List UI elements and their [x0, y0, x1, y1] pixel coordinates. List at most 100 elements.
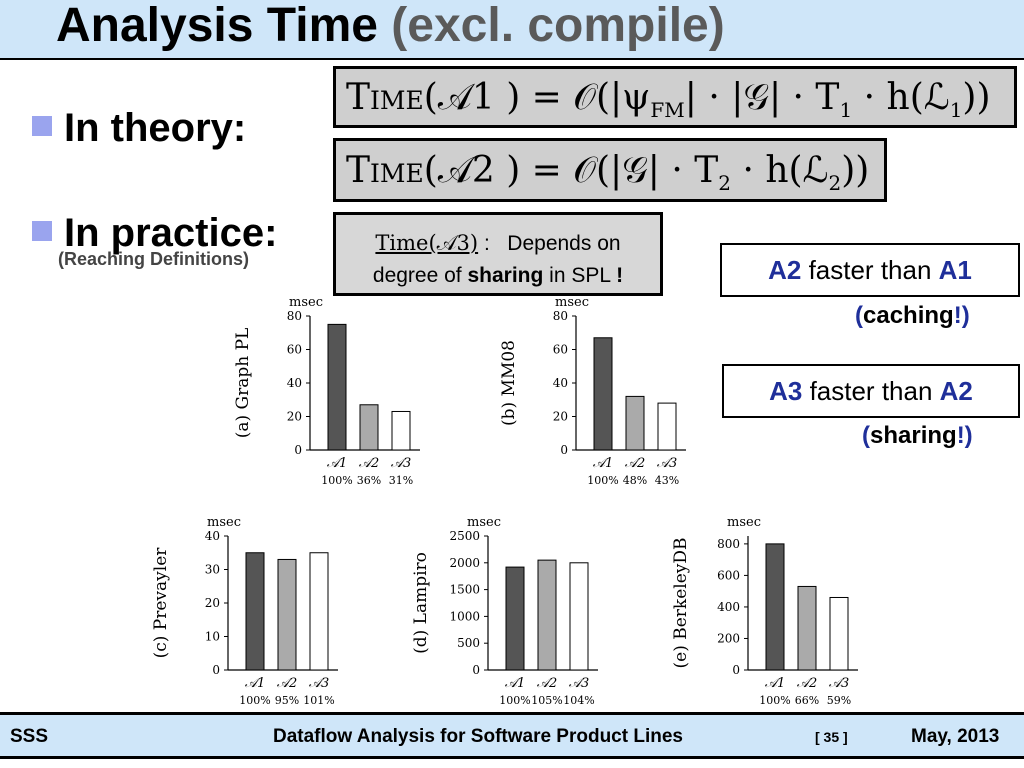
- fact1-word: caching: [863, 302, 954, 329]
- fact1-paren-open: (: [855, 302, 863, 329]
- y-tick-label: 60: [287, 343, 302, 357]
- percent-label: 101%: [303, 694, 334, 707]
- bar-2: [797, 585, 817, 671]
- depends-text2d: !: [616, 264, 624, 287]
- chart-graph-pl: msec 0 20 40 60 80 𝒜1 100% 𝒜2 36% 𝒜3 31% (a) Graph P…: [233, 295, 420, 487]
- depends-line2: degree of sharing in SPL !: [336, 260, 660, 292]
- fact2-note: (sharing!): [862, 422, 973, 450]
- percent-label: 43%: [655, 474, 679, 487]
- chart-mm08: msec 0 20 40 60 80 𝒜1 100% 𝒜2 48% 𝒜3 43% (b) MM08: [499, 295, 686, 487]
- formula-a1-sub: FM: [650, 98, 685, 123]
- depends-text2c: in SPL: [543, 264, 617, 287]
- fact2-paren-open: (: [862, 422, 870, 449]
- bar-3: [829, 596, 849, 671]
- x-tick-label: 𝒜3: [657, 456, 678, 471]
- y-tick-label: 800: [717, 537, 740, 551]
- x-tick-label: 𝒜3: [829, 676, 850, 691]
- practice-note: (Reaching Definitions): [58, 249, 250, 269]
- bar-2: [625, 395, 645, 451]
- y-unit-label: msec: [727, 515, 761, 530]
- y-tick-label: 0: [732, 663, 740, 677]
- bullet-theory: In theory:: [32, 106, 246, 151]
- title-main: Analysis Time: [56, 0, 378, 52]
- bar-3: [569, 562, 589, 671]
- y-tick-label: 600: [717, 568, 740, 582]
- x-tick-label: 𝒜1: [327, 456, 348, 471]
- title-sub: (excl. compile): [391, 0, 725, 52]
- y-tick-label: 40: [287, 376, 302, 390]
- bar-2: [277, 558, 297, 671]
- y-tick-label: 20: [553, 410, 568, 424]
- formula-a1: Time(𝒜1 ) = 𝒪(|ψFM| · |𝒢| · T1 · h(ℒ1)): [333, 66, 1017, 128]
- y-tick-label: 40: [553, 376, 568, 390]
- chart-prevayler: msec 0 10 20 30 40 𝒜1 100% 𝒜2 95% 𝒜3 101% (c) Prevay…: [151, 515, 338, 707]
- percent-label: 100%: [321, 474, 352, 487]
- y-tick-label: 20: [287, 410, 302, 424]
- formula-a2-end: )): [841, 150, 870, 191]
- formula-a1-sub3: 1: [949, 98, 963, 123]
- formula-a1-rest: | · |𝒢| · T: [684, 77, 840, 118]
- footer-page: [ 35 ]: [815, 729, 848, 745]
- fact2-a: A3: [769, 376, 803, 406]
- x-tick-label: 𝒜1: [765, 676, 786, 691]
- bar-1: [327, 323, 347, 451]
- fact-a3-faster: A3 faster than A2: [722, 364, 1020, 418]
- percent-label: 95%: [275, 694, 299, 707]
- y-tick-label: 500: [457, 636, 480, 650]
- formula-a1-prefix: Time: [346, 77, 424, 118]
- y-unit-label: msec: [289, 295, 323, 310]
- x-tick-label: 𝒜2: [537, 676, 558, 691]
- x-tick-label: 𝒜2: [625, 456, 646, 471]
- chart-title: (e) BerkeleyDB: [671, 538, 691, 669]
- percent-label: 59%: [827, 694, 851, 707]
- y-tick-label: 80: [553, 309, 568, 323]
- chart-title: (a) Graph PL: [233, 328, 253, 439]
- chart-title: (d) Lampiro: [411, 552, 431, 654]
- x-tick-label: 𝒜2: [797, 676, 818, 691]
- depends-text2b: sharing: [467, 264, 544, 287]
- title-bar: Analysis Time (excl. compile): [0, 0, 1024, 60]
- formula-a2: Time(𝒜2 ) = 𝒪(|𝒢| · T2 · h(ℒ2)): [333, 138, 887, 202]
- formula-a1-rest2: · h(ℒ: [852, 77, 950, 118]
- y-tick-label: 0: [472, 663, 480, 677]
- x-tick-label: 𝒜2: [359, 456, 380, 471]
- percent-label: 100%: [587, 474, 618, 487]
- percent-label: 100%: [239, 694, 270, 707]
- bar-2: [359, 404, 379, 451]
- bar-1: [593, 337, 613, 451]
- bar-2: [537, 559, 557, 671]
- fact1-mid: faster than: [801, 255, 939, 285]
- depends-box: Time(𝒜3) : Depends on degree of sharing …: [333, 212, 663, 296]
- percent-label: 100%: [499, 694, 530, 707]
- fact2-word: sharing: [870, 422, 957, 449]
- depends-text2a: degree of: [372, 264, 468, 287]
- fact-a2-faster: A2 faster than A1: [720, 243, 1020, 297]
- percent-label: 100%: [759, 694, 790, 707]
- percent-label: 36%: [357, 474, 381, 487]
- fact2-paren-close: !): [956, 422, 973, 449]
- formula-a2-sub: 2: [718, 171, 731, 196]
- bar-3: [657, 402, 677, 451]
- y-unit-label: msec: [207, 515, 241, 530]
- percent-label: 105%: [531, 694, 562, 707]
- y-unit-label: msec: [555, 295, 589, 310]
- y-tick-label: 1500: [449, 583, 480, 597]
- bar-3: [391, 410, 411, 451]
- x-tick-label: 𝒜3: [569, 676, 590, 691]
- footer-left: SSS: [10, 726, 49, 747]
- y-tick-label: 200: [717, 631, 740, 645]
- formula-a2-prefix: Time: [346, 150, 424, 191]
- fact1-b: A1: [938, 255, 972, 285]
- bar-1: [765, 543, 785, 671]
- fact1-note: (caching!): [855, 302, 970, 330]
- formula-a2-rest: · h(ℒ: [731, 150, 829, 191]
- fact1-a: A2: [768, 255, 802, 285]
- percent-label: 48%: [623, 474, 647, 487]
- fact1-paren-close: !): [953, 302, 970, 329]
- percent-label: 66%: [795, 694, 819, 707]
- chart-title: (b) MM08: [499, 340, 519, 426]
- x-tick-label: 𝒜1: [245, 676, 266, 691]
- y-tick-label: 0: [294, 443, 302, 457]
- x-tick-label: 𝒜3: [391, 456, 412, 471]
- y-tick-label: 60: [553, 343, 568, 357]
